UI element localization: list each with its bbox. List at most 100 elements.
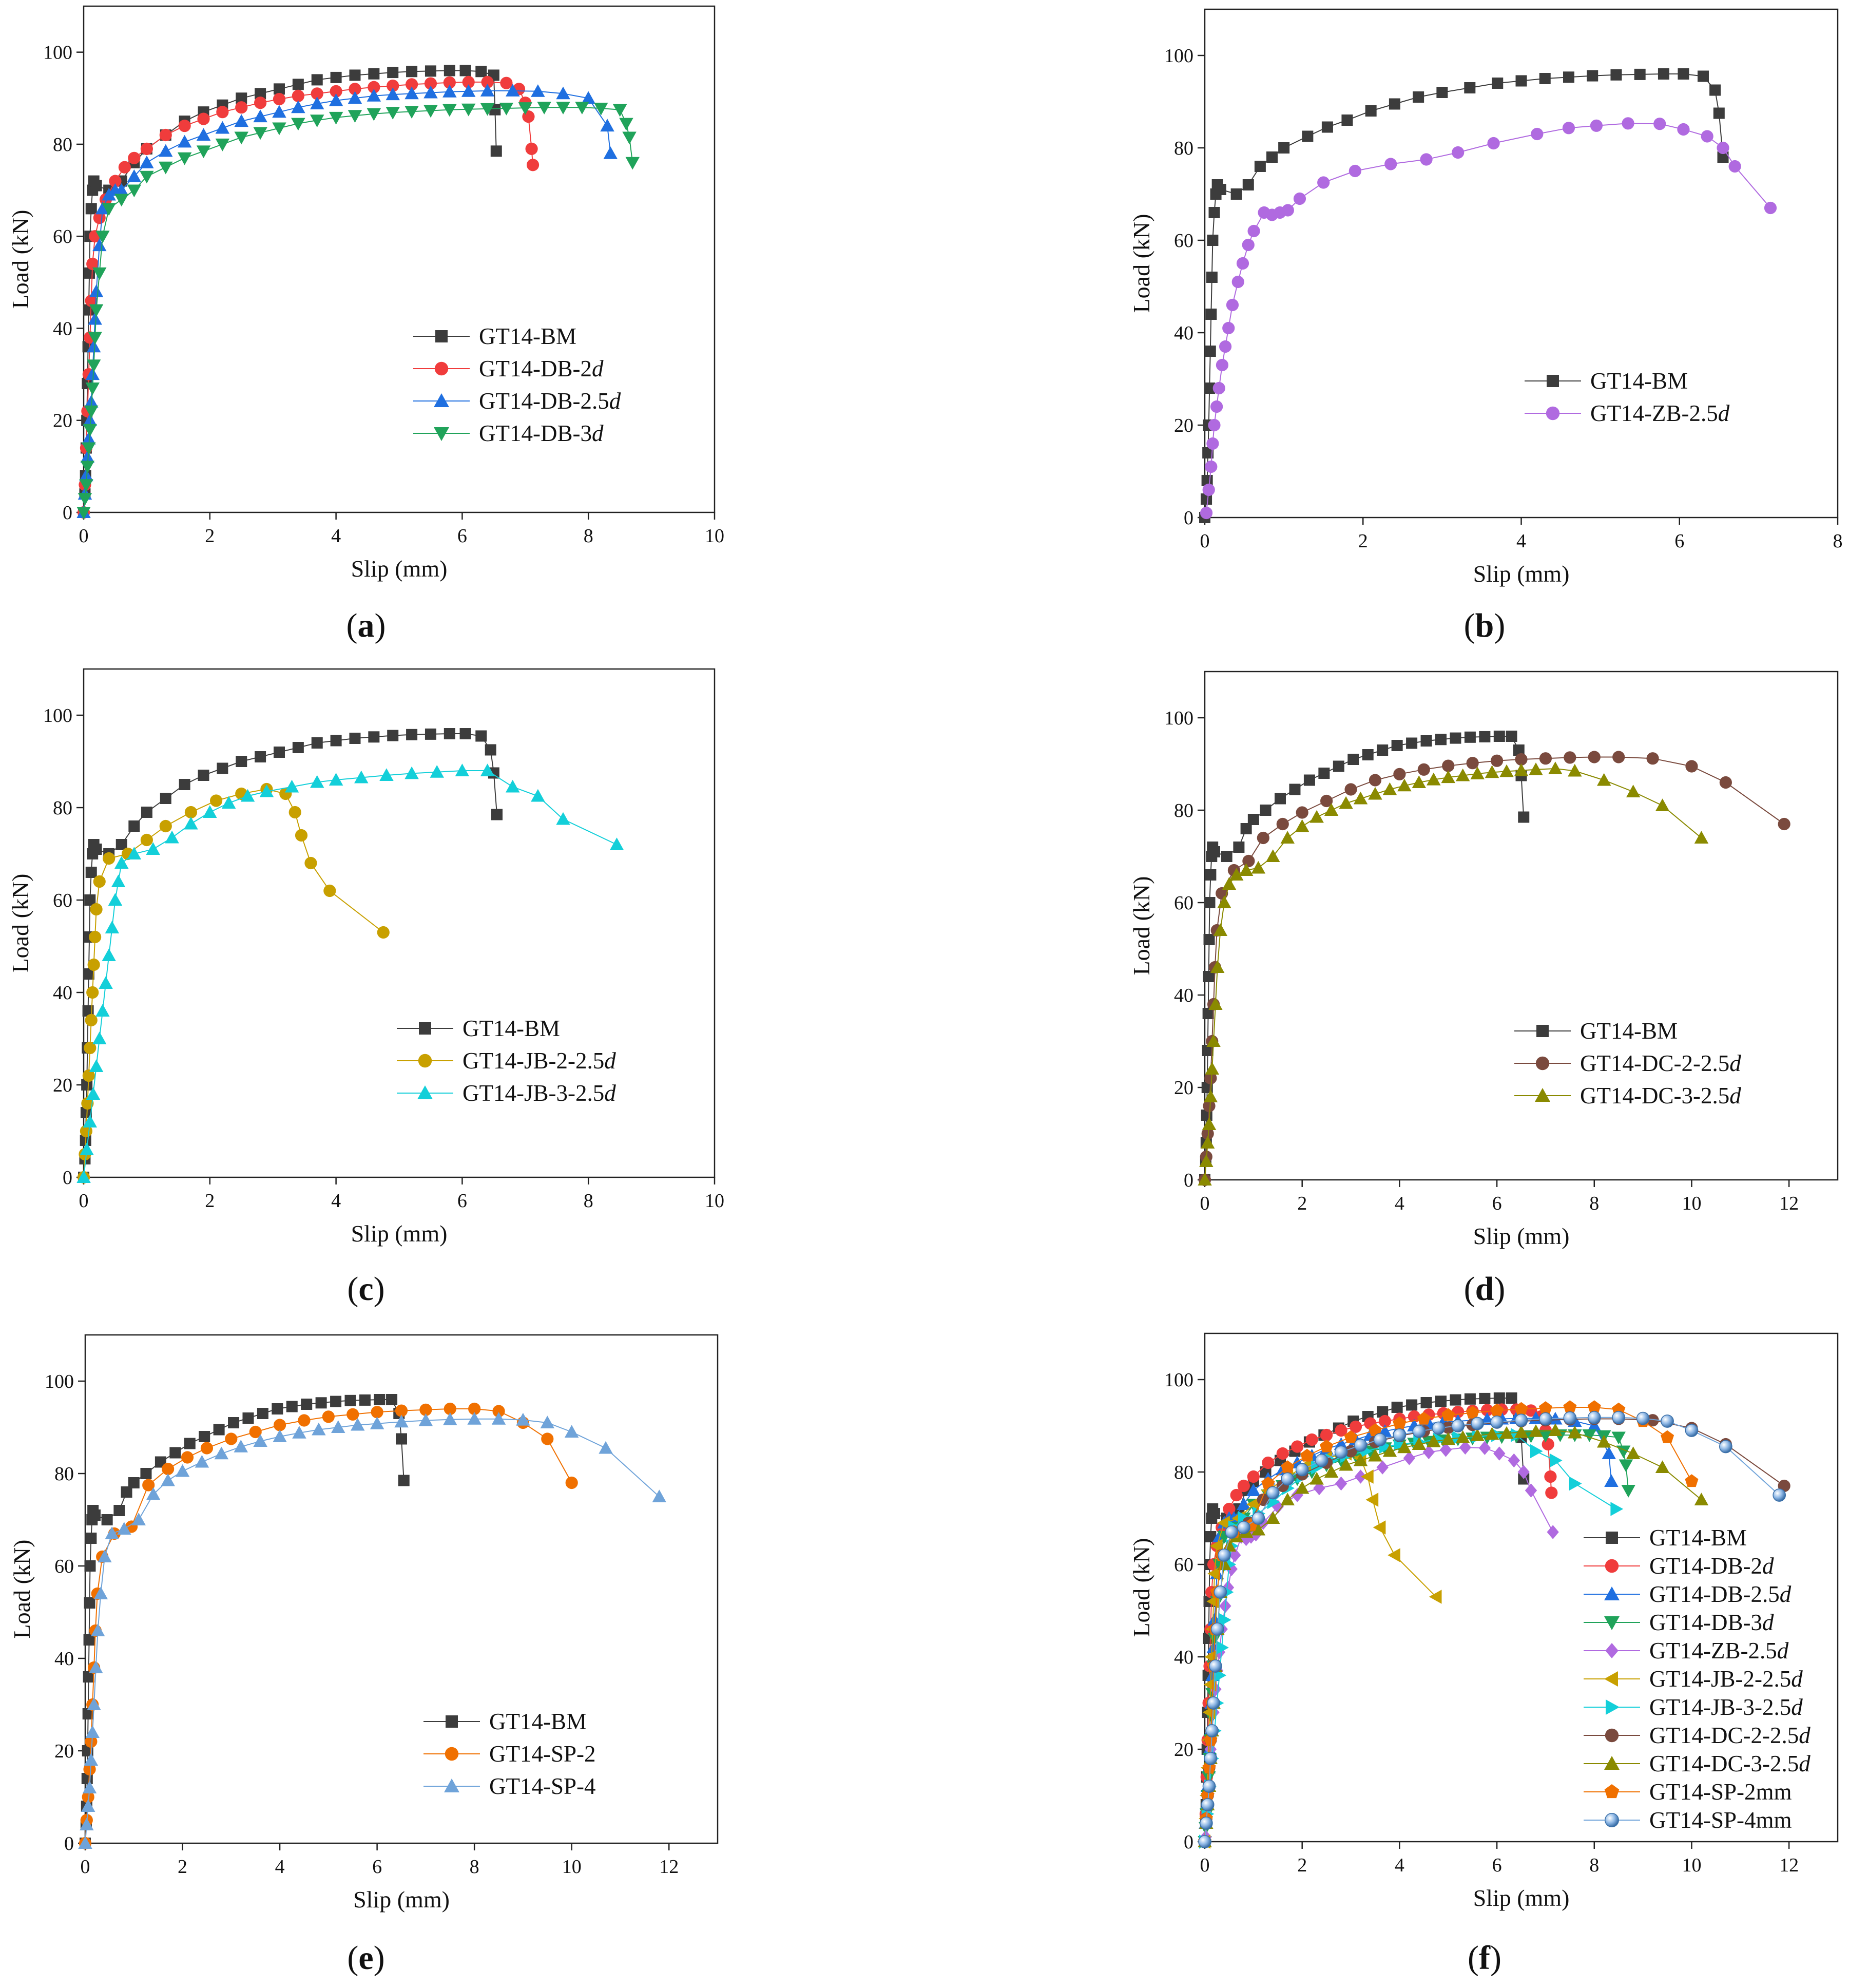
data-point [1251,1512,1265,1525]
data-point [1626,785,1641,797]
data-point [175,1464,190,1477]
data-point [1514,1413,1528,1427]
data-point [161,1473,175,1486]
data-point [1506,731,1517,742]
data-point [80,1818,94,1830]
data-point [214,1446,229,1460]
data-point [1538,1429,1553,1443]
data-point [225,1432,238,1445]
data-point [184,806,198,819]
data-point [291,118,305,131]
series-line [83,788,384,1178]
data-point [1562,122,1575,135]
data-point [1452,146,1465,159]
data-point [89,284,104,297]
plot-frame [83,668,716,1178]
data-point [1302,130,1314,142]
data-point [430,765,444,778]
legend-label: GT14-DB-3d [479,420,604,446]
data-point [311,87,323,100]
data-point [84,894,96,906]
data-point [1582,1429,1596,1442]
data-point [368,81,380,93]
y-tick-label: 20 [53,410,72,432]
data-point [1199,1154,1214,1167]
data-point [374,1394,386,1405]
data-point [1339,796,1353,809]
data-point [1587,70,1598,82]
data-point [1569,1476,1582,1491]
y-tick-label: 20 [53,1075,72,1096]
data-point [128,151,141,164]
data-point [178,119,191,132]
data-point [249,1425,262,1439]
data-point [349,83,361,95]
data-point [1378,1414,1392,1428]
data-point [398,1475,410,1486]
data-point [298,1414,311,1427]
data-point [475,730,487,742]
series-GT14-JB-2-2.5d [77,782,390,1184]
data-point [1221,851,1232,862]
legend-marker [446,1715,458,1728]
data-point [304,856,317,870]
data-point [1206,272,1218,283]
legend-marker [1604,1671,1618,1687]
data-point [1773,1488,1786,1502]
data-point [622,131,637,145]
data-point [114,194,129,207]
data-point [89,1660,103,1673]
data-point [83,1115,97,1127]
data-point [1368,787,1382,800]
data-point [312,1422,326,1436]
data-point [1417,763,1430,776]
data-point [1611,1431,1626,1445]
data-point [90,903,103,916]
data-point [1209,1659,1222,1673]
data-point [87,1697,101,1710]
plot-frame [83,5,716,513]
x-axis-label: Slip (mm) [1473,561,1570,587]
series-GT14-SP-4mm [1198,1410,1786,1848]
data-point [1318,768,1330,779]
data-point [1242,238,1255,252]
data-point [310,114,324,127]
data-point [1478,1441,1491,1455]
data-point [1436,87,1448,98]
data-point [331,1420,345,1433]
data-point [195,1455,209,1468]
chart-panel-d: 0 2 4 6 8 10 12 0 20 40 60 80 100 Slip (mm) Load (kN) G… [1128,671,1839,1308]
data-point [354,770,369,783]
y-axis-label: Load (kN) [7,874,33,973]
data-point [329,773,343,786]
data-point [1529,762,1543,775]
data-point [310,775,324,788]
data-point [1397,1440,1412,1454]
data-point [1217,1516,1230,1530]
data-point [115,839,127,850]
data-point [1335,1476,1347,1491]
data-point [1206,1034,1221,1047]
data-point [86,339,101,353]
data-point [1563,1400,1577,1413]
legend-marker [1605,1643,1619,1658]
series-line [83,770,617,1178]
data-point [140,170,154,184]
data-point [1525,1404,1537,1417]
data-point [197,112,210,125]
data-point [1324,1465,1339,1478]
data-point [1334,1445,1348,1459]
data-point [1717,151,1729,163]
data-point [1216,358,1229,372]
data-point [1420,735,1432,747]
data-point [1281,1472,1295,1486]
data-point [127,169,142,182]
data-point [272,1403,283,1414]
data-point [1442,1421,1455,1434]
legend-label: GT14-DC-3-2.5d [1580,1083,1741,1108]
legend-label: GT14-ZB-2.5d [1649,1638,1789,1664]
series-line [85,1399,405,1844]
x-tick-label: 6 [1492,1193,1502,1214]
data-point [1309,810,1324,823]
data-point [1313,1481,1325,1496]
